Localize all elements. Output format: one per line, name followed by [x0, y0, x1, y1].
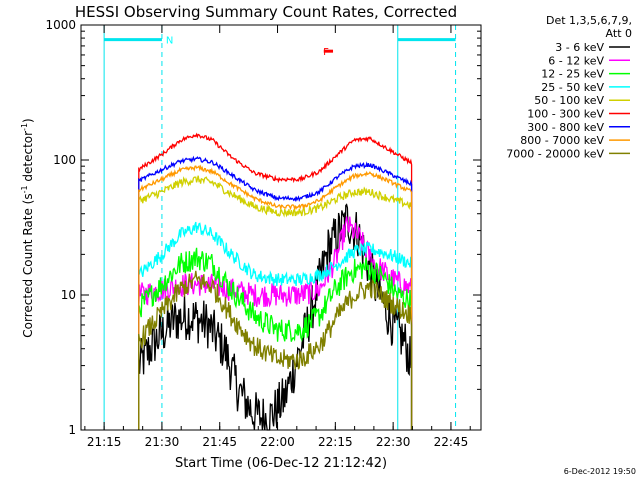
- series-line: [138, 132, 413, 430]
- series-line: [138, 155, 413, 430]
- y-axis-label-end: ): [21, 118, 35, 123]
- event-markers: NF: [166, 36, 334, 58]
- x-tick-label: 21:30: [145, 435, 180, 449]
- y-tick-label: 10: [61, 288, 76, 302]
- date-stamp: 6-Dec-2012 19:50: [564, 467, 636, 476]
- series-line: [138, 247, 413, 430]
- series-line: [138, 175, 413, 430]
- legend-entry-label: 3 - 6 keV: [555, 41, 604, 54]
- legend-entry-label: 100 - 300 keV: [527, 108, 604, 121]
- y-axis-ticks: 1 10 100 1000: [45, 18, 481, 437]
- y-tick-label: 1: [68, 423, 76, 437]
- y-axis-label-sup2: -1: [20, 123, 29, 131]
- x-axis-label: Start Time (06-Dec-12 21:12:42): [175, 456, 387, 471]
- plot-frame: [80, 24, 482, 431]
- y-axis-label: Corrected Count Rate (s-1 detector-1): [20, 118, 35, 337]
- legend-entry-label: 12 - 25 keV: [541, 68, 604, 81]
- series-lines: [138, 132, 413, 431]
- legend-entry-label: 300 - 800 keV: [527, 121, 604, 134]
- x-tick-label: 22:15: [318, 435, 353, 449]
- legend-entry-label: 7000 - 20000 keV: [506, 147, 604, 160]
- x-tick-label: 22:00: [260, 435, 295, 449]
- chart-title: HESSI Observing Summary Count Rates, Cor…: [75, 3, 457, 21]
- series-line: [138, 221, 413, 430]
- y-tick-label: 1000: [45, 18, 76, 32]
- legend-entry-label: 6 - 12 keV: [548, 54, 604, 67]
- series-line: [138, 164, 413, 430]
- series-line: [138, 203, 413, 431]
- x-tick-label: 22:30: [376, 435, 411, 449]
- event-marker-label: N: [166, 36, 173, 47]
- x-tick-label: 21:45: [202, 435, 237, 449]
- legend-entry-label: 800 - 7000 keV: [520, 134, 604, 147]
- y-tick-label: 100: [53, 153, 76, 167]
- legend-entry-label: 50 - 100 keV: [534, 94, 604, 107]
- legend-entry-label: 25 - 50 keV: [541, 81, 604, 94]
- y-axis-label-sup1: -1: [20, 185, 29, 193]
- y-axis-label-mid: detector: [21, 131, 35, 186]
- night-markers: [103, 25, 457, 430]
- x-tick-label: 22:45: [434, 435, 469, 449]
- x-axis-ticks: 21:15 21:30 21:45 22:00 22:15 22:30 22:45: [84, 25, 471, 449]
- y-axis-label-main: Corrected Count Rate (s: [21, 193, 35, 337]
- legend-header-2: Att 0: [606, 27, 632, 40]
- x-tick-label: 21:15: [87, 435, 122, 449]
- legend-header-1: Det 1,3,5,6,7,9,: [546, 14, 632, 27]
- series-line: [138, 270, 413, 430]
